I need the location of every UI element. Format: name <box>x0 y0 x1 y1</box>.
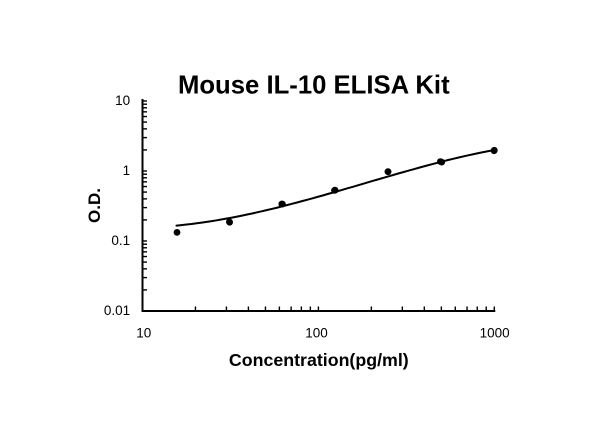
svg-text:0.01: 0.01 <box>104 303 130 318</box>
svg-text:1: 1 <box>123 163 131 178</box>
svg-text:O.D.: O.D. <box>85 188 104 223</box>
svg-text:0.1: 0.1 <box>111 233 130 248</box>
svg-text:100: 100 <box>305 325 328 340</box>
svg-text:10: 10 <box>136 325 151 340</box>
svg-text:1000: 1000 <box>480 325 510 340</box>
svg-text:Concentration(pg/ml): Concentration(pg/ml) <box>229 350 409 370</box>
svg-text:Mouse IL-10 ELISA Kit: Mouse IL-10 ELISA Kit <box>178 72 450 100</box>
svg-text:10: 10 <box>115 93 130 108</box>
